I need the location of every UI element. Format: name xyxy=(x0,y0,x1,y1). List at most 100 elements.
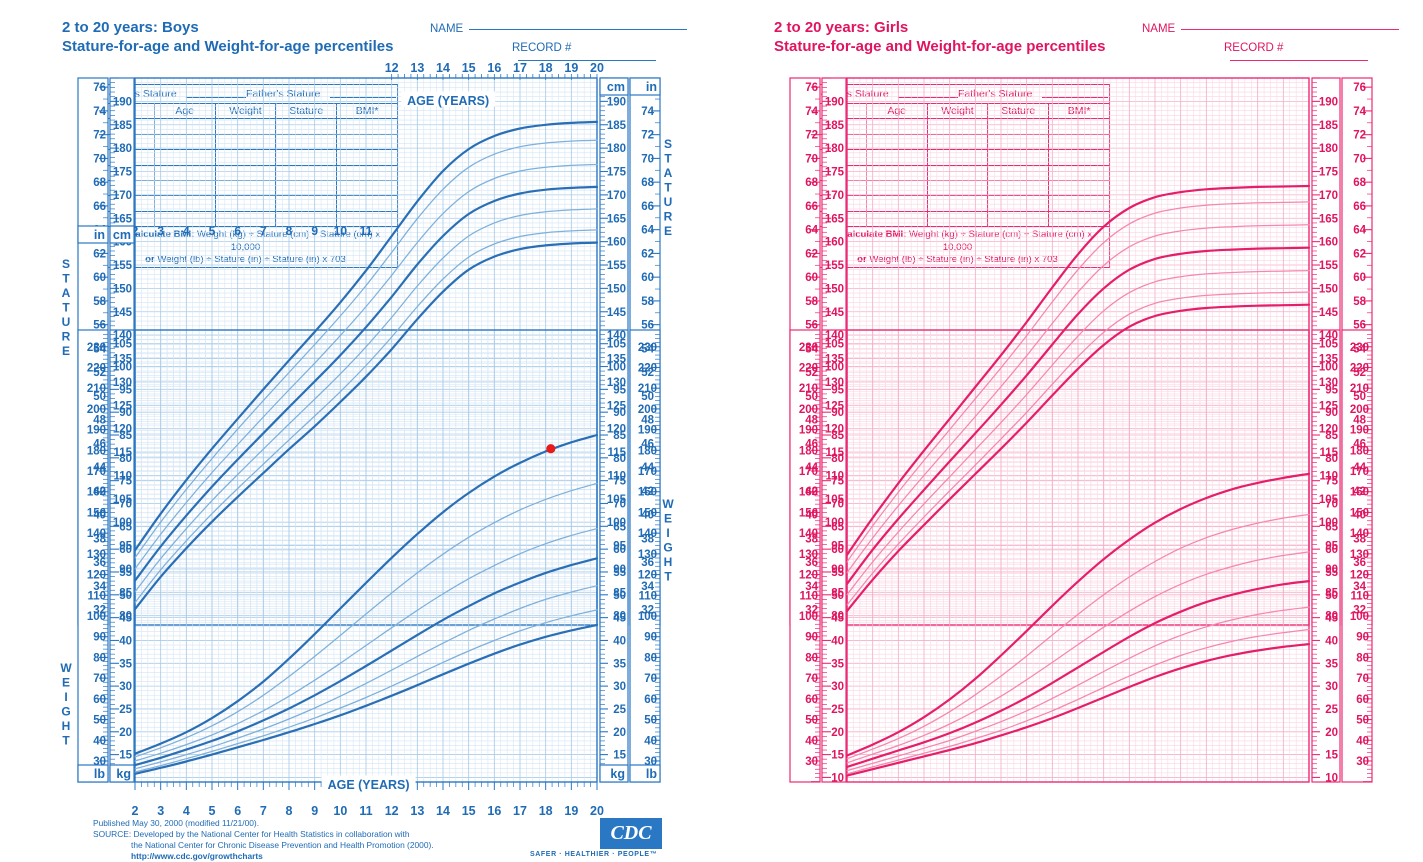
weight-kg-tick-right-75: 75 xyxy=(1325,476,1338,488)
weight-kg-tick-right-55: 55 xyxy=(1325,567,1338,579)
stature-in-tick-46: 46 xyxy=(805,438,818,450)
weight-lb-tick-right-50: 50 xyxy=(644,715,657,727)
table-cell[interactable] xyxy=(1049,181,1109,197)
age-axis-banner-top: AGE (YEARS) xyxy=(401,91,496,108)
record-field-input[interactable] xyxy=(1230,60,1368,61)
weight-kg-tick-right-90: 90 xyxy=(1325,407,1338,419)
table-cell[interactable] xyxy=(1049,212,1109,228)
fathers-stature-input[interactable] xyxy=(330,97,396,98)
table-cell[interactable] xyxy=(276,150,338,166)
stature-cm-tick-right-190: 190 xyxy=(1319,96,1338,108)
svg-text:H: H xyxy=(664,555,673,569)
weight-kg-tick-20: 20 xyxy=(831,727,844,739)
stature-cm-tick-right-185: 185 xyxy=(1319,120,1339,132)
table-cell[interactable] xyxy=(337,166,397,181)
table-cell[interactable] xyxy=(154,150,216,166)
stature-cm-tick-180: 180 xyxy=(825,143,844,155)
weight-lb-tick-130: 130 xyxy=(87,549,106,561)
weight-lb-tick-210: 210 xyxy=(799,383,818,395)
table-cell[interactable] xyxy=(154,165,216,181)
table-cell[interactable] xyxy=(154,211,216,228)
table-cell[interactable] xyxy=(1049,135,1109,151)
stature-in-tick-right-34: 34 xyxy=(641,581,654,593)
table-cell[interactable] xyxy=(988,134,1050,151)
stature-in-tick-right-32: 32 xyxy=(641,605,654,617)
weight-lb-tick-right-160: 160 xyxy=(638,487,657,499)
table-cell[interactable] xyxy=(276,165,338,181)
fathers-stature-input[interactable] xyxy=(1042,97,1108,98)
table-cell[interactable] xyxy=(988,211,1050,228)
stature-in-tick-right-58: 58 xyxy=(641,296,654,308)
stature-in-tick-right-46: 46 xyxy=(641,438,654,450)
stature-in-tick-40: 40 xyxy=(805,510,818,522)
record-field-input[interactable] xyxy=(518,60,656,61)
svg-text:E: E xyxy=(664,512,672,526)
footer-url[interactable]: http://www.cdc.gov/growthcharts xyxy=(131,851,263,861)
mothers-stature-input[interactable] xyxy=(898,97,958,98)
stature-cm-tick-165: 165 xyxy=(113,213,133,225)
stature-cm-tick-right-105: 105 xyxy=(607,494,627,506)
age-tick-mid-4: 4 xyxy=(183,224,190,238)
weight-lb-tick-60: 60 xyxy=(805,694,818,706)
table-cell[interactable] xyxy=(866,150,928,166)
table-cell[interactable] xyxy=(154,180,216,197)
title-line-2: Stature-for-age and Weight-for-age perce… xyxy=(62,38,394,55)
footer-source-line2: the National Center for Chronic Disease … xyxy=(131,840,434,850)
stature-cm-tick-right-105: 105 xyxy=(1319,494,1339,506)
weight-lb-tick-right-170: 170 xyxy=(1350,466,1369,478)
stature-in-tick-right-74: 74 xyxy=(1353,106,1366,118)
cdc-logo: CDC xyxy=(600,818,662,849)
svg-text:I: I xyxy=(666,526,669,540)
weight-kg-tick-80: 80 xyxy=(119,453,132,465)
table-cell[interactable] xyxy=(276,180,338,197)
table-cell[interactable] xyxy=(988,180,1050,197)
table-cell[interactable] xyxy=(866,134,928,151)
weight-kg-tick-10: 10 xyxy=(831,772,844,784)
stature-cm-tick-right-100: 100 xyxy=(1319,517,1338,529)
stature-cm-tick-right-175: 175 xyxy=(1319,167,1339,179)
stature-in-tick-58: 58 xyxy=(805,296,818,308)
name-field: NAME xyxy=(430,23,688,35)
table-cell[interactable] xyxy=(337,150,397,166)
table-cell[interactable] xyxy=(866,211,928,228)
stature-cm-tick-right-130: 130 xyxy=(607,377,626,389)
table-cell[interactable] xyxy=(1049,150,1109,166)
age-tick-bottom-10: 10 xyxy=(333,804,347,818)
table-cell[interactable] xyxy=(337,212,397,228)
table-cell[interactable] xyxy=(866,180,928,197)
record-field: RECORD # xyxy=(1224,42,1423,66)
weight-kg-tick-60: 60 xyxy=(119,544,132,556)
weight-kg-tick-70: 70 xyxy=(831,498,844,510)
svg-text:S: S xyxy=(62,257,70,271)
stature-cm-tick-125: 125 xyxy=(113,400,133,412)
weight-kg-tick-right-65: 65 xyxy=(613,521,626,533)
stature-in-tick-60: 60 xyxy=(805,272,818,284)
table-cell[interactable] xyxy=(337,181,397,197)
table-cell[interactable] xyxy=(1049,166,1109,181)
weight-lb-tick-right-200: 200 xyxy=(1350,404,1369,416)
table-cell[interactable] xyxy=(337,135,397,151)
table-cell[interactable] xyxy=(154,134,216,151)
stature-cm-tick-right-155: 155 xyxy=(607,260,627,272)
weight-lb-tick-right-170: 170 xyxy=(638,466,657,478)
name-field-input[interactable] xyxy=(1181,29,1400,30)
table-cell[interactable] xyxy=(988,165,1050,181)
table-cell[interactable] xyxy=(988,150,1050,166)
stature-in-tick-right-36: 36 xyxy=(1353,557,1366,569)
svg-text:U: U xyxy=(664,195,673,209)
table-cell[interactable] xyxy=(276,134,338,151)
table-cell[interactable] xyxy=(276,211,338,228)
table-cell[interactable] xyxy=(337,196,397,212)
table-cell[interactable] xyxy=(1049,196,1109,212)
name-field-input[interactable] xyxy=(469,29,688,30)
weight-kg-tick-right-30: 30 xyxy=(613,681,626,693)
plotted-measurement-point[interactable] xyxy=(546,444,556,454)
stature-cm-tick-85: 85 xyxy=(831,587,844,599)
weight-kg-tick-right-70: 70 xyxy=(1325,498,1338,510)
weight-lb-tick-right-90: 90 xyxy=(644,632,657,644)
mothers-stature-input[interactable] xyxy=(186,97,246,98)
weight-lb-tick-100: 100 xyxy=(87,611,106,623)
weight-kg-tick-50: 50 xyxy=(831,590,844,602)
table-cell[interactable] xyxy=(866,165,928,181)
